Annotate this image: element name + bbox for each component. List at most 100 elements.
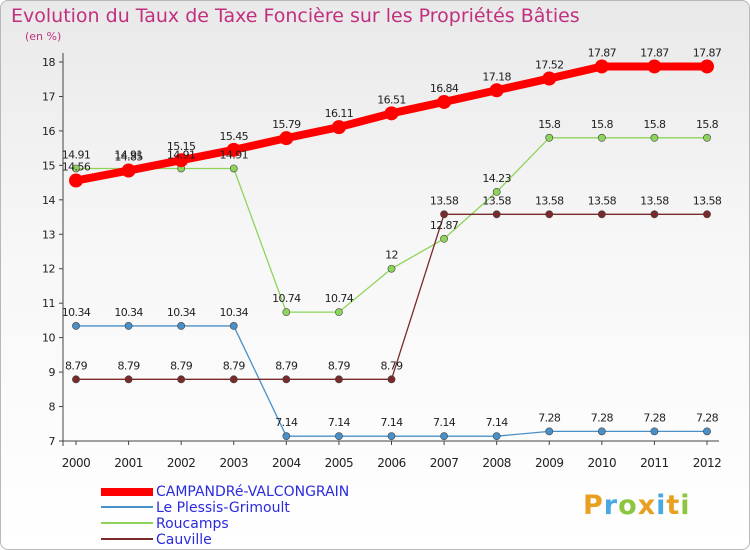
y-tick-label: 10 bbox=[42, 332, 55, 345]
data-point bbox=[72, 164, 80, 173]
data-point bbox=[542, 71, 557, 86]
series-line bbox=[75, 213, 708, 380]
data-label: 8.79 bbox=[170, 359, 193, 372]
data-point bbox=[331, 120, 346, 135]
data-point bbox=[492, 210, 501, 219]
data-label: 17.87 bbox=[693, 46, 722, 59]
data-point bbox=[282, 308, 291, 317]
data-label: 17.18 bbox=[482, 70, 511, 83]
data-point bbox=[489, 83, 504, 98]
x-tick-label: 2010 bbox=[588, 456, 617, 470]
data-point bbox=[174, 153, 189, 168]
data-point bbox=[69, 173, 83, 188]
data-label: 16.51 bbox=[377, 93, 406, 106]
data-label: 13.58 bbox=[693, 194, 722, 207]
data-label: 7.14 bbox=[380, 416, 403, 429]
data-label: 15.8 bbox=[696, 118, 719, 131]
data-point bbox=[703, 427, 711, 436]
data-point bbox=[229, 375, 238, 384]
data-label: 14.91 bbox=[167, 148, 196, 161]
data-point bbox=[72, 375, 80, 384]
y-tick-label: 9 bbox=[49, 366, 56, 379]
data-point bbox=[229, 164, 238, 173]
data-label: 10.74 bbox=[325, 292, 354, 305]
data-label: 15.15 bbox=[167, 140, 196, 153]
data-point bbox=[440, 210, 448, 219]
x-tick-label: 2004 bbox=[272, 456, 301, 470]
data-label: 7.14 bbox=[433, 416, 456, 429]
data-point bbox=[72, 322, 80, 330]
data-label: 12.87 bbox=[430, 219, 459, 232]
data-label: 10.34 bbox=[62, 306, 91, 319]
data-label: 8.79 bbox=[328, 359, 351, 372]
data-label: 7.28 bbox=[591, 411, 614, 424]
logo-letter: P bbox=[583, 490, 604, 521]
data-point bbox=[597, 210, 606, 219]
x-tick-label: 2007 bbox=[430, 456, 459, 470]
data-point bbox=[597, 133, 606, 142]
data-label: 16.11 bbox=[325, 107, 354, 120]
legend-label: Cauville bbox=[156, 532, 212, 548]
data-point bbox=[700, 59, 714, 74]
data-label: 13.58 bbox=[535, 194, 564, 207]
data-point bbox=[545, 133, 554, 142]
data-point bbox=[335, 308, 343, 317]
x-tick-label: 2005 bbox=[325, 456, 354, 470]
data-label: 14.91 bbox=[62, 148, 91, 161]
x-tick-label: 2011 bbox=[640, 456, 669, 470]
data-label: 10.34 bbox=[220, 306, 249, 319]
y-tick-label: 13 bbox=[42, 228, 55, 241]
data-label: 10.34 bbox=[114, 306, 143, 319]
data-point bbox=[177, 375, 186, 384]
data-point bbox=[335, 375, 343, 384]
data-point bbox=[121, 163, 136, 178]
data-label: 10.74 bbox=[272, 292, 301, 305]
data-point bbox=[282, 432, 291, 441]
data-label: 13.58 bbox=[588, 194, 617, 207]
data-point bbox=[650, 427, 659, 436]
legend-label: CAMPANDRé-VALCONGRAIN bbox=[156, 484, 350, 500]
y-tick-label: 14 bbox=[42, 194, 55, 207]
data-label: 15.8 bbox=[538, 118, 561, 131]
logo-letter: t bbox=[666, 490, 681, 521]
data-point bbox=[387, 375, 396, 384]
data-point bbox=[226, 142, 241, 157]
data-point bbox=[492, 432, 501, 441]
y-tick-label: 8 bbox=[49, 401, 56, 414]
data-point bbox=[279, 131, 294, 146]
x-tick-label: 2003 bbox=[219, 456, 248, 470]
y-tick-label: 17 bbox=[42, 90, 55, 103]
y-tick-label: 11 bbox=[42, 297, 55, 310]
data-label: 15.45 bbox=[220, 130, 249, 143]
x-tick-label: 2002 bbox=[167, 456, 196, 470]
data-point bbox=[124, 322, 133, 330]
data-point bbox=[703, 133, 711, 142]
data-label: 14.85 bbox=[114, 151, 143, 164]
data-point bbox=[282, 375, 291, 384]
data-label: 16.84 bbox=[430, 82, 459, 95]
proxiti-logo: Proxiti bbox=[583, 490, 691, 521]
data-point bbox=[387, 432, 396, 441]
y-tick-label: 15 bbox=[42, 159, 55, 172]
data-label: 12 bbox=[385, 249, 398, 262]
x-tick-label: 2012 bbox=[693, 456, 722, 470]
x-tick-label: 2006 bbox=[377, 456, 406, 470]
data-point bbox=[440, 234, 448, 243]
data-label: 8.79 bbox=[118, 359, 141, 372]
legend-swatch bbox=[101, 488, 153, 496]
data-point bbox=[124, 375, 133, 384]
data-point bbox=[545, 427, 554, 436]
y-tick-label: 7 bbox=[49, 435, 56, 448]
chart-title: Evolution du Taux de Taxe Foncière sur l… bbox=[11, 5, 580, 27]
data-point bbox=[647, 59, 662, 74]
legend-label: Roucamps bbox=[156, 516, 229, 532]
y-axis-unit: (en %) bbox=[25, 30, 62, 43]
data-label: 15.79 bbox=[272, 118, 301, 131]
data-label: 8.79 bbox=[380, 359, 403, 372]
data-label: 14.91 bbox=[220, 148, 249, 161]
data-point bbox=[440, 432, 448, 441]
data-label: 8.79 bbox=[223, 359, 246, 372]
data-point bbox=[384, 106, 399, 121]
data-point bbox=[703, 210, 711, 219]
